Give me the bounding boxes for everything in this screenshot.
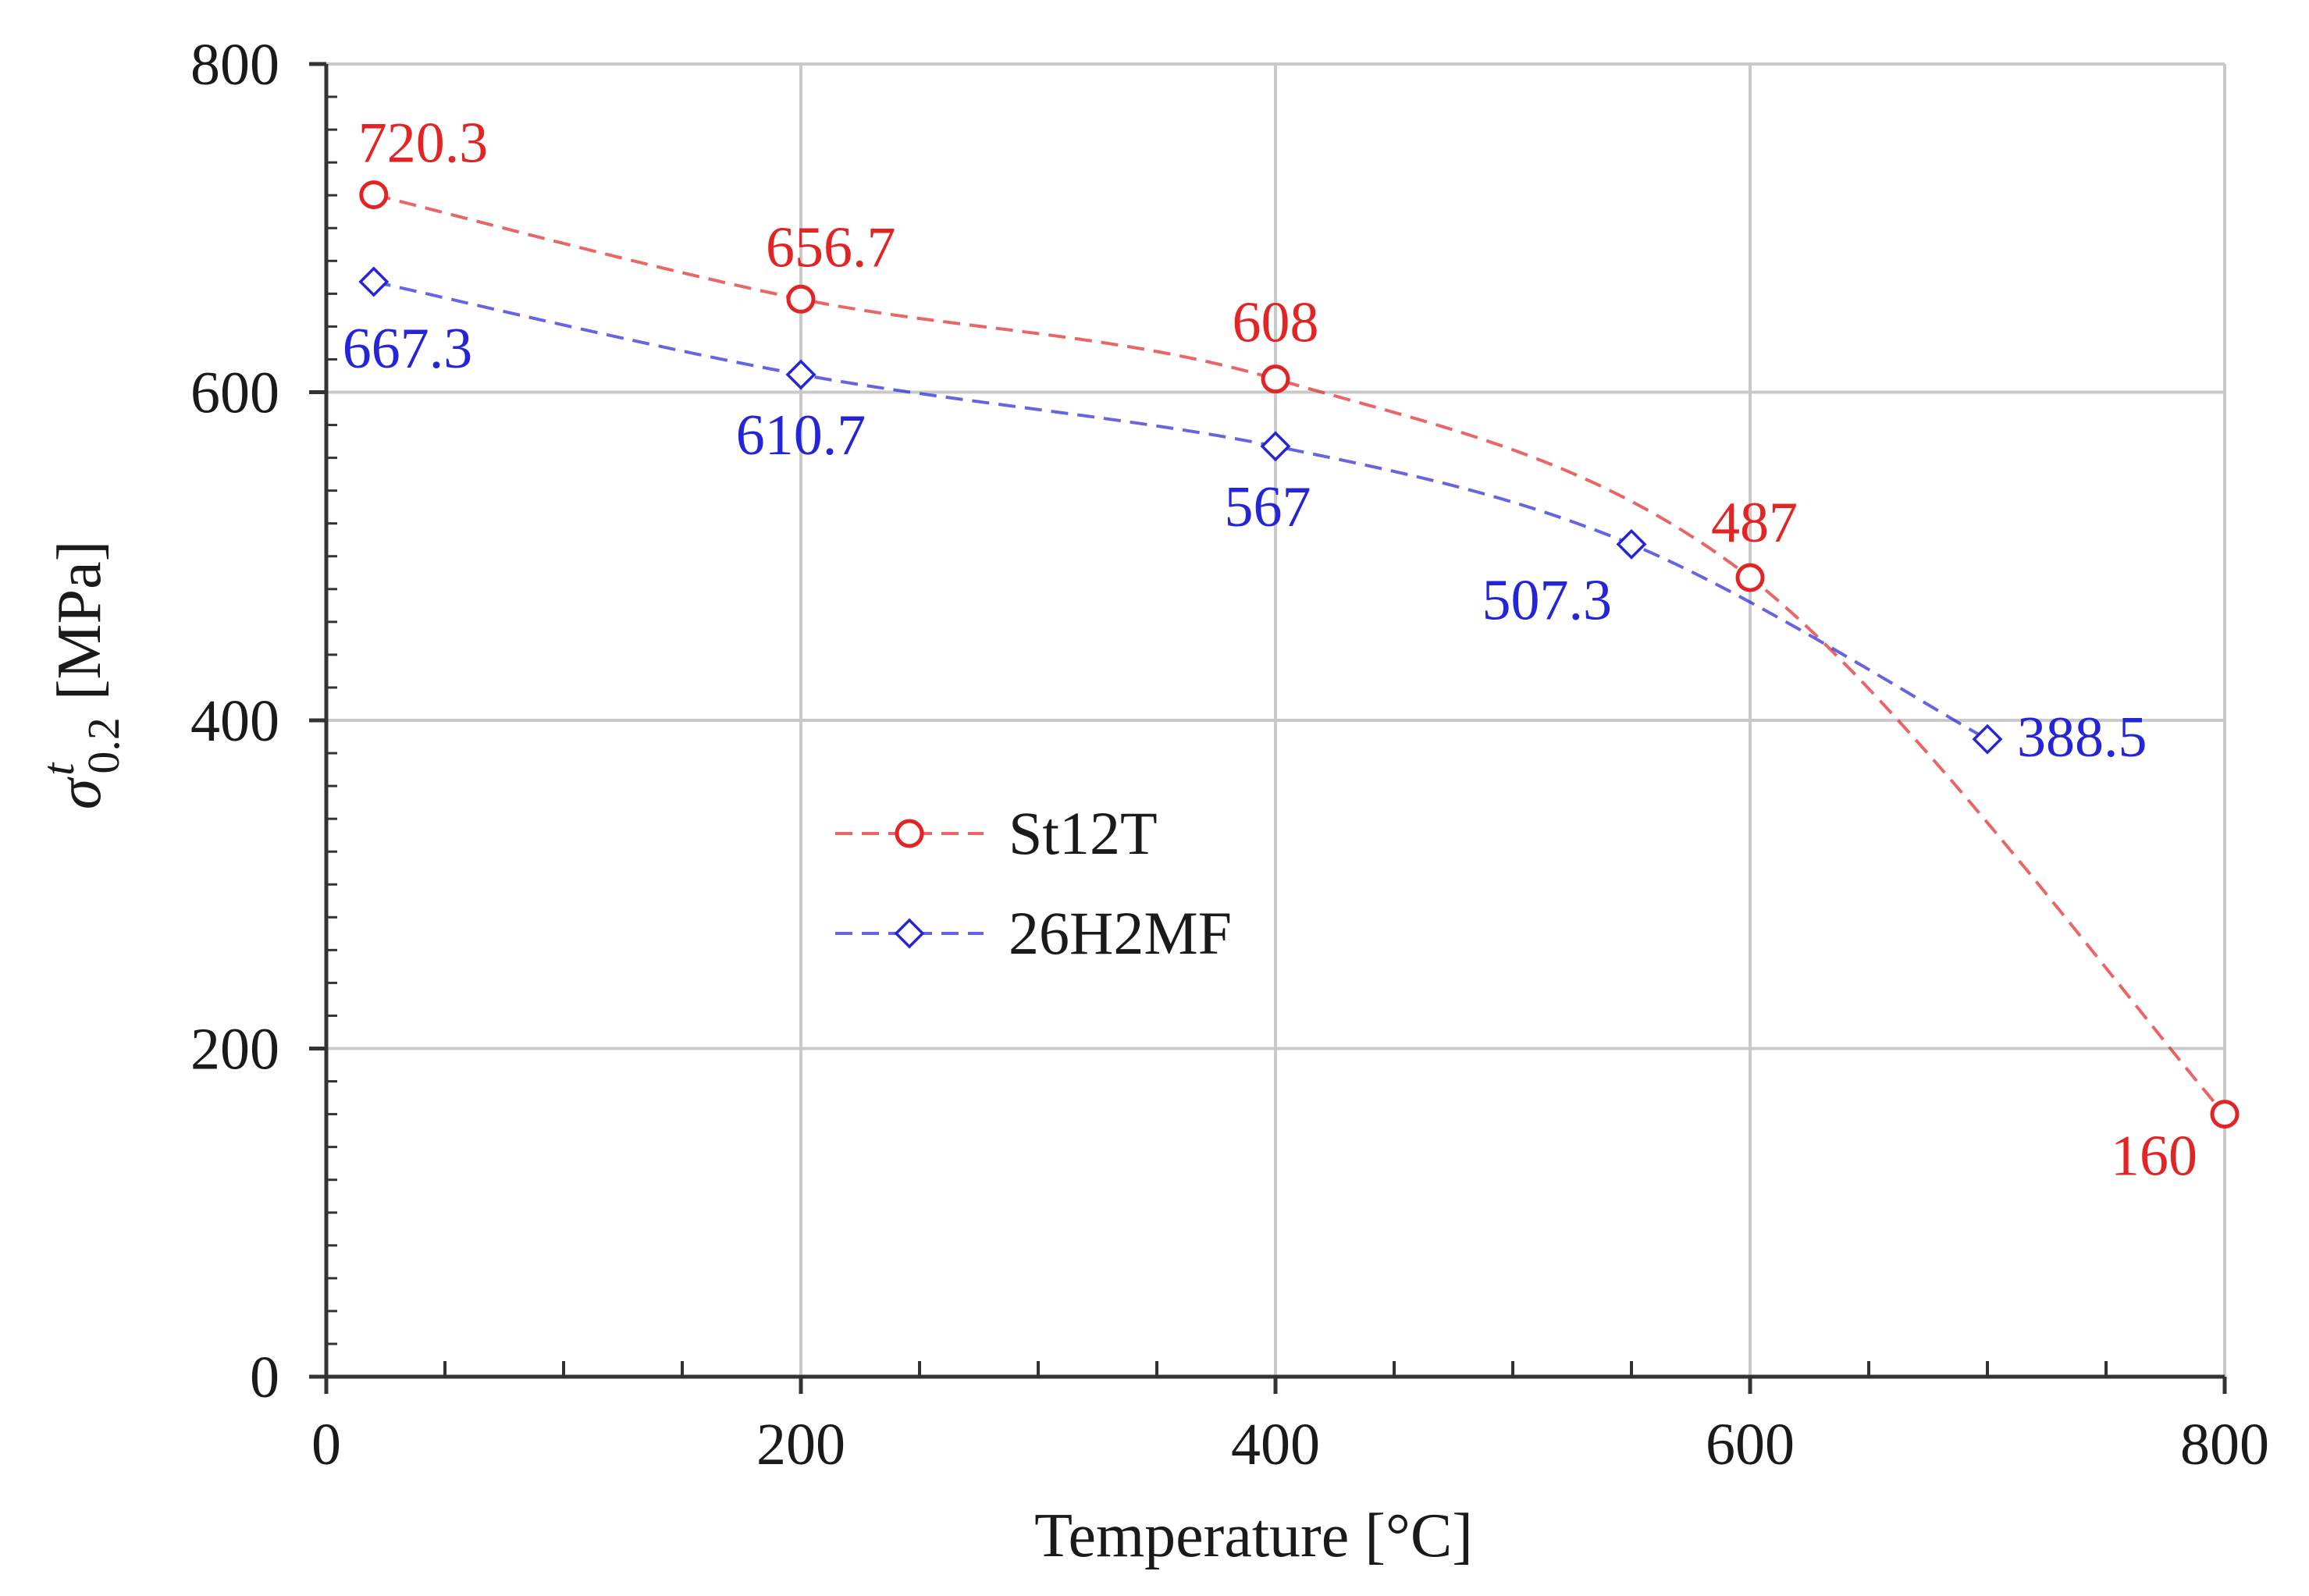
data-label-st12t-200: 656.7 — [766, 215, 896, 279]
marker-st12t-200 — [786, 284, 816, 314]
legend-marker-26h2mf — [894, 918, 925, 949]
data-label-26h2mf-700: 388.5 — [2017, 706, 2147, 770]
grid — [326, 62, 2226, 1377]
data-labels: 720.3 656.7 608 487 160 667.3 610.7 567 507.3 388… — [343, 112, 2197, 1189]
data-label-26h2mf-20: 667.3 — [343, 317, 473, 381]
legend-label-26h2mf: 26H2MF — [1009, 899, 1232, 967]
x-tick-label-800: 800 — [2180, 1412, 2269, 1477]
x-tick-label-0: 0 — [311, 1412, 341, 1477]
y-tick-label-600: 600 — [190, 361, 279, 426]
data-label-st12t-400: 608 — [1233, 291, 1319, 355]
x-axis-title: Temperature [°C] — [1034, 1502, 1473, 1570]
y-tick-label-200: 200 — [190, 1017, 279, 1082]
marker-26h2mf-700 — [1972, 723, 2003, 755]
data-label-st12t-20: 720.3 — [358, 112, 489, 176]
data-label-26h2mf-400: 567 — [1225, 475, 1311, 539]
legend-label-st12t: St12T — [1009, 799, 1158, 867]
legend-marker-st12t — [895, 819, 924, 848]
y-axis-unit: [MPa] — [45, 541, 114, 700]
y-tick-label-0: 0 — [250, 1345, 279, 1410]
x-tick-label-600: 600 — [1706, 1412, 1795, 1477]
ticks: 0 200 400 600 800 0 200 400 600 800 — [190, 32, 2269, 1477]
marker-st12t-400 — [1261, 364, 1290, 394]
marker-26h2mf-550 — [1616, 528, 1647, 560]
y-axis-subscript: 0.2 — [78, 717, 129, 774]
marker-26h2mf-400 — [1260, 431, 1291, 462]
series-line-26h2mf — [373, 280, 1988, 741]
y-axis-title: σt0.2 [MPa] — [33, 541, 129, 810]
data-label-st12t-600: 487 — [1711, 491, 1798, 555]
marker-st12t-600 — [1735, 563, 1765, 592]
marker-st12t-20 — [359, 180, 389, 210]
series-line-st12t — [373, 193, 2226, 1115]
data-label-26h2mf-550: 507.3 — [1482, 568, 1613, 632]
marker-st12t-800 — [2210, 1100, 2240, 1129]
data-label-26h2mf-200: 610.7 — [736, 403, 866, 467]
data-label-st12t-800: 160 — [2111, 1125, 2197, 1189]
x-tick-label-400: 400 — [1231, 1412, 1320, 1477]
series-layer — [358, 180, 2240, 1129]
marker-26h2mf-20 — [358, 266, 390, 297]
legend: St12T 26H2MF — [835, 799, 1232, 967]
marker-26h2mf-200 — [785, 359, 817, 390]
y-axis-symbol: σ — [45, 777, 114, 809]
y-axis-superscript: t — [33, 762, 84, 776]
x-tick-label-200: 200 — [756, 1412, 845, 1477]
y-tick-label-800: 800 — [190, 32, 279, 98]
y-tick-label-400: 400 — [190, 688, 279, 754]
